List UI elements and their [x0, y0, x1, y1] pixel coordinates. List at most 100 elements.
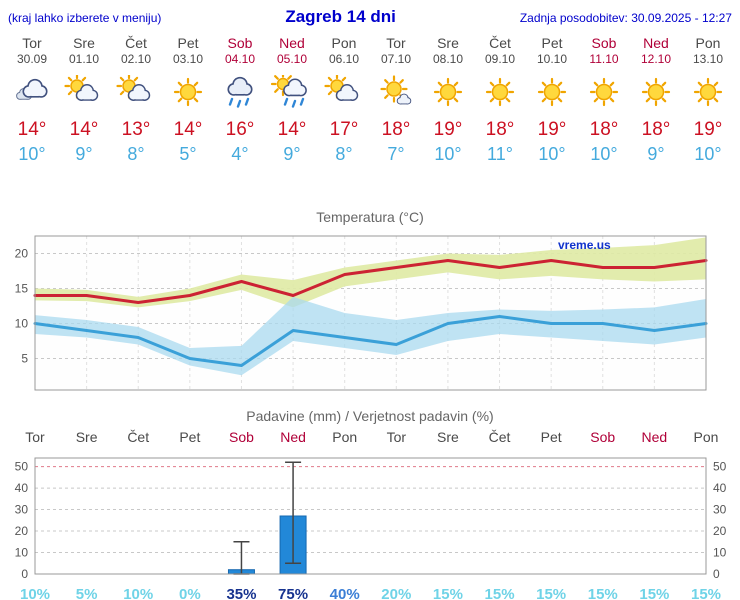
precip-probability: 35%: [226, 586, 257, 600]
sunny-weather-icon: [589, 77, 619, 107]
precip-probability: 15%: [536, 586, 567, 600]
precip-day-label: Sob: [228, 429, 254, 445]
partly-cloudy-weather-icon: [116, 73, 151, 101]
precip-day-label: Čet: [488, 429, 511, 445]
precip-chart: 0 0 10 10 20 20 30 30 40 40 50 50: [15, 457, 727, 581]
precip-probability: 15%: [690, 586, 722, 600]
day-date: 04.10: [224, 52, 256, 66]
tmax-label: 16°: [225, 119, 255, 140]
forecast-day[interactable]: Sob 04.10 16° 4°: [214, 35, 266, 165]
forecast-day[interactable]: Tor 07.10 18° 7°: [370, 35, 422, 165]
day-name: Čet: [489, 35, 511, 51]
tmin-label: 8°: [127, 144, 145, 164]
tmin-label: 9°: [75, 144, 93, 164]
day-date: 11.10: [589, 52, 619, 66]
day-name: Sob: [227, 35, 253, 51]
precip-day-labels-row: Tor Sre Čet Pet Sob Ned Pon Tor Sre Čet Pet Sob Ned P…: [0, 428, 740, 447]
tmax-label: 13°: [121, 119, 151, 140]
precip-probability: 10%: [19, 586, 51, 600]
forecast-day[interactable]: Pon 06.10 17° 8°: [318, 35, 370, 165]
precip-day-label: Sre: [437, 429, 459, 445]
sunny-weather-icon: [641, 77, 671, 107]
precip-y-tick-right: 20: [713, 524, 727, 538]
precip-probability-row: 10% 5% 10% 0% 35% 75% 40% 20% 15% 15% 15% 15% 15% 15%: [0, 586, 740, 600]
partly-cloudy-weather-icon: [64, 73, 99, 101]
day-name: Čet: [125, 35, 147, 51]
day-name: Pet: [177, 35, 199, 51]
precip-day-label: Tor: [386, 429, 407, 445]
precip-probability: 15%: [432, 586, 463, 600]
forecast-day[interactable]: Sre 08.10 19° 10°: [422, 35, 474, 165]
min-temperature-line: [33, 315, 708, 367]
tmin-label: 9°: [283, 144, 301, 164]
forecast-day[interactable]: Sre 01.10 14° 9°: [58, 35, 110, 165]
tmin-label: 9°: [647, 144, 665, 164]
precip-day-label: Pon: [332, 429, 358, 445]
menu-hint[interactable]: (kraj lahko izberete v meniju): [8, 11, 162, 25]
tmax-label: 19°: [693, 119, 723, 140]
precip-probability: 20%: [381, 586, 412, 600]
tmax-label: 19°: [537, 119, 567, 140]
partly-cloudy-weather-icon: [324, 73, 359, 101]
sunny-weather-icon: [693, 77, 723, 107]
tmin-label: 10°: [434, 144, 462, 164]
precip-y-tick-left: 40: [15, 481, 29, 495]
cloudy-weather-icon: [16, 78, 48, 100]
day-date: 07.10: [380, 52, 412, 66]
forecast-day[interactable]: Ned 12.10 18° 9°: [630, 35, 682, 165]
precip-day-label: Ned: [280, 429, 306, 445]
day-date: 12.10: [640, 52, 672, 66]
page-title: Zagreb 14 dni: [285, 7, 396, 26]
day-date: 30.09: [16, 52, 48, 66]
temp-y-tick: 5: [21, 352, 28, 366]
day-date: 02.10: [120, 52, 152, 66]
precip-day-label: Tor: [25, 429, 45, 445]
sunny-weather-icon: [537, 77, 567, 107]
forecast-day[interactable]: Pon 13.10 19° 10°: [682, 35, 734, 165]
day-date: 06.10: [328, 52, 360, 66]
temperature-chart-title: Temperatura (°C): [316, 209, 424, 225]
forecast-day[interactable]: Čet 02.10 13° 8°: [110, 35, 162, 165]
precip-y-tick-left: 0: [21, 567, 28, 581]
mostly-sunny-weather-icon: [380, 75, 412, 105]
tmin-label: 8°: [335, 144, 353, 164]
tmin-label: 11°: [487, 144, 513, 164]
precip-y-tick-right: 50: [713, 460, 727, 474]
precip-day-label: Sre: [75, 429, 98, 445]
tmin-label: 7°: [387, 144, 405, 164]
day-name: Sob: [591, 35, 617, 51]
precip-chart-title: Padavine (mm) / Verjetnost padavin (%): [246, 408, 494, 424]
forecast-day[interactable]: Sob 11.10 18° 10°: [578, 35, 630, 165]
precip-y-tick-right: 0: [713, 567, 720, 581]
day-date: 10.10: [536, 52, 568, 66]
tmax-label: 14°: [17, 119, 47, 140]
temperature-chart-block: Temperatura (°C) 5 10 15 20 vreme.us: [0, 209, 740, 398]
precip-y-tick-left: 10: [15, 546, 29, 560]
temp-y-tick: 10: [15, 317, 29, 331]
day-date: 09.10: [484, 52, 516, 66]
precip-chart-block: Padavine (mm) / Verjetnost padavin (%) T…: [0, 408, 740, 600]
precip-probability: 15%: [484, 586, 515, 600]
tmax-label: 14°: [69, 119, 99, 140]
day-name: Ned: [279, 35, 305, 51]
last-update-label: Zadnja posodobitev: 30.09.2025 - 12:27: [519, 11, 732, 25]
forecast-day[interactable]: Pet 10.10 19° 10°: [526, 35, 578, 165]
temp-y-tick: 20: [15, 247, 29, 261]
precip-y-tick-left: 50: [15, 460, 29, 474]
tmin-label: 4°: [231, 144, 249, 164]
forecast-day[interactable]: Čet 09.10 18° 11°: [474, 35, 526, 165]
precip-day-label: Pon: [693, 429, 719, 445]
forecast-day[interactable]: Ned 05.10 14° 9°: [266, 35, 318, 165]
forecast-day[interactable]: Pet 03.10 14° 5°: [162, 35, 214, 165]
forecast-day[interactable]: Tor 30.09 14° 10°: [6, 35, 58, 165]
min-range-band: [35, 296, 706, 376]
tmin-label: 10°: [538, 144, 566, 164]
day-name: Tor: [22, 35, 42, 51]
max-temperature-line: [33, 259, 708, 304]
tmax-label: 14°: [277, 119, 307, 140]
precip-y-tick-right: 40: [713, 481, 727, 495]
day-name: Sre: [73, 35, 95, 51]
tmin-label: 10°: [590, 144, 618, 164]
precip-day-label: Ned: [641, 429, 668, 445]
sunny-weather-icon: [433, 77, 463, 107]
